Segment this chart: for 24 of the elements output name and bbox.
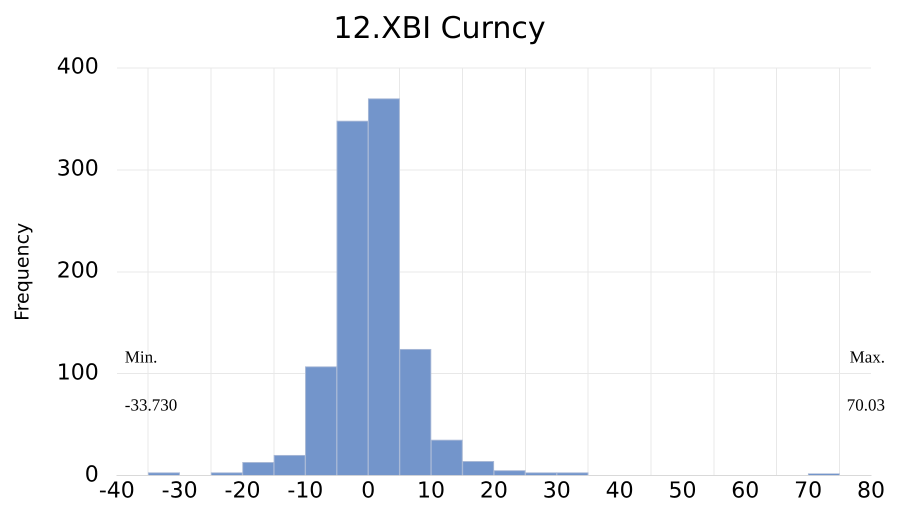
x-tick-label: 0 [361,478,376,504]
x-tick-label: 70 [794,478,822,504]
annotation: Max. [850,347,885,366]
annotation: Min. [124,347,158,366]
x-tick-label: -10 [287,478,324,504]
x-tick-label: -30 [162,478,198,504]
y-tick-label: 300 [56,156,99,182]
x-tick-label: 20 [480,478,508,504]
y-tick-label: 200 [56,258,99,284]
x-tick-label: 30 [542,478,571,504]
y-axis-title: Frequency [11,222,34,321]
x-tick-label: 50 [668,478,696,504]
y-tick-label: 400 [56,54,99,80]
y-tick-label: 0 [84,462,99,488]
chart-title: 12.XBI Curncy [333,10,546,46]
x-tick-label: 60 [731,478,760,504]
annotation: -33.730 [124,395,178,414]
x-tick-label: -20 [224,478,260,504]
x-tick-label: 80 [857,478,885,504]
y-tick-label: 100 [56,360,99,386]
x-tick-label: 40 [606,478,634,504]
annotation: 70.03 [846,395,885,414]
x-tick-label: -40 [98,478,135,504]
x-tick-label: 10 [417,478,446,504]
